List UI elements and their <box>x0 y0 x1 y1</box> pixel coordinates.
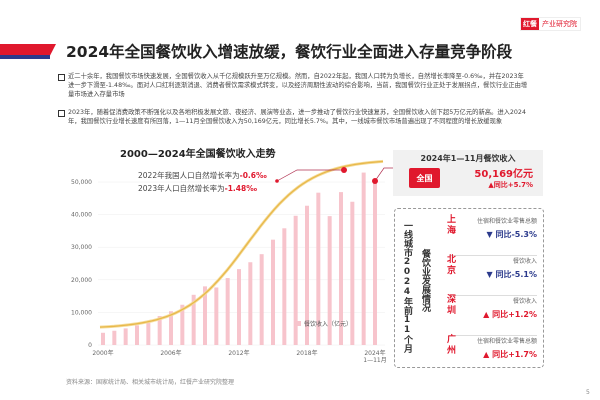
x-tick-label: 2000年 <box>92 349 113 357</box>
annotation-dot-2024 <box>372 178 378 184</box>
chart-title: 2000—2024年全国餐饮收入走势 <box>120 149 276 160</box>
bar-2022 <box>350 201 355 345</box>
bar-2008 <box>191 294 196 345</box>
bar-2006 <box>169 311 173 345</box>
bar-2024年1—11月 <box>373 181 377 345</box>
divider <box>449 255 537 256</box>
bar-2000 <box>101 332 105 345</box>
city-item: 广州 住宿和餐饮业零售总额 ▲ 同比+1.7% <box>447 335 537 359</box>
bar-2009 <box>203 286 207 345</box>
bar-2011 <box>225 278 230 345</box>
y-tick-label: 40,000 <box>71 212 92 219</box>
bar-2012 <box>237 269 241 345</box>
y-tick-label: 10,000 <box>71 309 92 316</box>
city-heading-1: 一线城市2024年前11个月 <box>402 221 412 353</box>
bar-2005 <box>157 316 162 345</box>
logo-mark: 红餐 <box>521 18 539 30</box>
y-tick-label: 50,000 <box>71 179 92 186</box>
summary-growth: ▲同比+5.7% <box>488 181 533 189</box>
annotation-line <box>276 169 344 182</box>
bar-2018 <box>305 205 309 345</box>
x-tick-label: 1—11月 <box>363 357 386 364</box>
bar-2010 <box>214 287 219 345</box>
bar-2020 <box>327 216 332 345</box>
city-panel: 一线城市2024年前11个月 餐饮业发展情况 上海 住宿和餐饮业零售总额 ▼ 同比-… <box>394 208 544 368</box>
bar-2015 <box>271 239 275 345</box>
bar-2002 <box>123 328 128 345</box>
page-number: 5 <box>586 389 590 396</box>
city-heading-2: 餐饮业发展情况 <box>420 249 430 312</box>
y-tick-label: 30,000 <box>71 244 92 251</box>
legend-label: 餐饮收入（亿元） <box>304 320 352 328</box>
summary-heading: 2024年1—11月餐饮收入 <box>420 154 516 163</box>
legend-swatch <box>297 321 301 326</box>
annotation-dot <box>275 179 279 183</box>
divider <box>449 295 537 296</box>
national-badge: 全国 <box>409 168 440 188</box>
trend-line <box>99 160 384 328</box>
bar-2001 <box>112 330 117 345</box>
paragraph-1: 近二十余年，我国餐饮市场快速发展，全国餐饮收入从千亿规模跃升至万亿规模。然而，自… <box>58 72 530 99</box>
x-tick-label: 2012年 <box>228 349 249 357</box>
bar-2007 <box>180 304 185 345</box>
city-item: 深圳 餐饮收入 ▲ 同比+1.2% <box>447 295 537 319</box>
title-accent-blue <box>0 55 50 59</box>
title-accent <box>0 44 56 57</box>
summary-value: 50,169亿元 <box>474 169 533 180</box>
logo-text: 产业研究院 <box>542 20 577 28</box>
bar-2017 <box>293 215 298 345</box>
bar-2014 <box>259 254 264 345</box>
bar-2016 <box>282 228 287 345</box>
city-item: 上海 住宿和餐饮业零售总额 ▼ 同比-5.3% <box>447 215 537 239</box>
x-tick-label: 2006年 <box>160 349 181 357</box>
bar-2003 <box>135 325 139 345</box>
paragraph-2: 2023年，随着促消费政策不断强化以及各地积极发展文旅、夜经济、展演等业态，进一… <box>58 108 530 126</box>
summary-connector <box>374 167 393 182</box>
annotation-dot-2022 <box>341 167 347 173</box>
bar-2021 <box>339 192 343 345</box>
bar-2023 <box>361 172 366 345</box>
divider <box>449 335 537 336</box>
page-title: 2024年全国餐饮收入增速放缓，餐饮行业全面进入存量竞争阶段 <box>66 43 513 61</box>
annotation-2022: 2022年我国人口自然增长率为-0.6‰ <box>138 171 267 180</box>
logo: 红餐 产业研究院 <box>520 17 581 31</box>
x-tick-label: 2024年 <box>364 349 385 357</box>
bar-2019 <box>316 192 321 345</box>
bar-2013 <box>248 262 253 345</box>
x-tick-label: 2018年 <box>296 349 317 357</box>
city-item: 北京 餐饮收入 ▼ 同比-5.1% <box>447 255 537 279</box>
y-tick-label: 0 <box>88 342 92 349</box>
annotation-2023: 2023年人口自然增长率为-1.48‰ <box>138 184 258 193</box>
bar-2004 <box>146 320 151 345</box>
national-summary: 2024年1—11月餐饮收入 全国 50,169亿元 ▲同比+5.7% <box>393 150 543 196</box>
source-note: 资料来源：国家统计局、相关城市统计局，红餐产业研究院整理 <box>66 379 235 386</box>
y-tick-label: 20,000 <box>71 277 92 284</box>
